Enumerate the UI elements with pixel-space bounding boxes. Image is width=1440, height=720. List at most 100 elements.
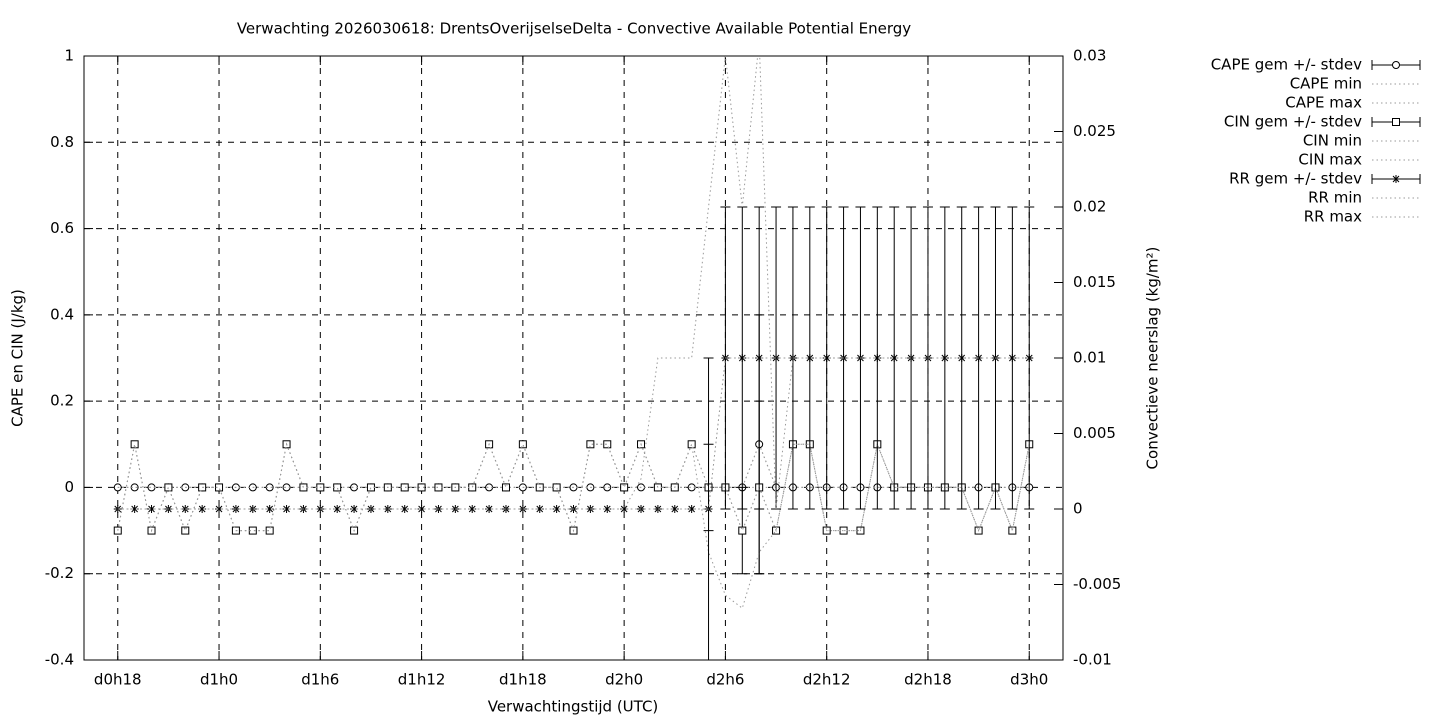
marker (501, 483, 510, 492)
marker (400, 505, 409, 513)
y-tick-label: 1 (64, 47, 74, 65)
marker (687, 440, 696, 449)
marker (822, 354, 831, 362)
marker (805, 354, 814, 362)
legend-label: RR min (1308, 189, 1362, 207)
y-tick-label: 0.8 (50, 133, 74, 151)
marker (1008, 526, 1017, 535)
marker (417, 483, 426, 492)
legend-label: CAPE max (1285, 94, 1362, 112)
marker (198, 505, 207, 513)
marker (468, 505, 477, 513)
y2-tick-label: 0.01 (1073, 349, 1106, 367)
marker (957, 354, 966, 362)
marker (839, 526, 848, 535)
x-tick-label: d1h6 (301, 671, 339, 689)
marker (738, 354, 747, 362)
marker (738, 526, 747, 535)
marker (350, 505, 359, 513)
y2-axis-label: Convectieve neerslag (kg/m²) (1144, 247, 1162, 470)
x-tick-label: d0h18 (94, 671, 142, 689)
marker (215, 483, 224, 492)
marker (687, 505, 696, 513)
y-tick-label: -0.4 (45, 651, 74, 669)
marker (265, 526, 274, 535)
marker (434, 483, 443, 492)
marker (552, 505, 561, 513)
marker (147, 505, 156, 513)
marker (873, 354, 882, 362)
legend-label: RR gem +/- stdev (1229, 170, 1362, 188)
y-tick-label: 0 (64, 478, 74, 496)
plot-frame (83, 55, 1064, 661)
marker (282, 505, 291, 513)
y-axis-label: CAPE en CIN (J/kg) (9, 289, 27, 427)
chart-title: Verwachting 2026030618: DrentsOverijsels… (237, 20, 911, 38)
marker (181, 526, 190, 535)
marker (485, 505, 494, 513)
x-tick-label: d2h18 (904, 671, 952, 689)
marker (265, 483, 274, 492)
marker (755, 354, 764, 362)
x-tick-label: d1h12 (398, 671, 446, 689)
marker (603, 440, 612, 449)
series-line (117, 442, 1030, 488)
marker (620, 505, 629, 513)
marker (603, 505, 612, 513)
marker (1025, 354, 1034, 362)
marker (366, 483, 375, 492)
marker (130, 483, 139, 492)
marker (164, 483, 173, 492)
x-tick-label: d2h6 (706, 671, 744, 689)
marker (890, 354, 899, 362)
x-tick-label: d1h0 (200, 671, 238, 689)
y2-tick-label: -0.005 (1073, 575, 1121, 593)
legend-marker (1392, 175, 1400, 183)
marker (518, 440, 527, 449)
legend-label: CAPE gem +/- stdev (1211, 56, 1362, 74)
marker (400, 483, 409, 492)
x-tick-label: d1h18 (499, 671, 547, 689)
y-tick-label: 0.6 (50, 219, 74, 237)
marker (468, 483, 477, 492)
series-line (117, 442, 1030, 610)
legend-label: CAPE min (1290, 75, 1362, 93)
marker (586, 440, 595, 449)
marker (215, 505, 224, 513)
x-tick-label: d3h0 (1010, 671, 1048, 689)
marker (265, 505, 274, 513)
marker (417, 505, 426, 513)
marker (535, 505, 544, 513)
series-line (117, 56, 1030, 510)
plot-area (113, 56, 1035, 660)
marker (130, 505, 139, 513)
series-line (117, 442, 1030, 488)
legend-marker (1392, 118, 1400, 126)
marker (130, 440, 139, 449)
x-axis-label: Verwachtingstijd (UTC) (488, 698, 659, 716)
legend-marker (1392, 61, 1400, 69)
marker (198, 483, 207, 492)
marker (248, 526, 257, 535)
y2-tick-label: 0 (1073, 500, 1083, 518)
marker (1008, 354, 1017, 362)
y-tick-label: 0.4 (50, 305, 74, 323)
y-tick-label: 0.2 (50, 392, 74, 410)
y2-tick-label: 0.025 (1073, 122, 1116, 140)
marker (653, 483, 662, 492)
marker (620, 483, 629, 492)
y2-tick-label: 0.03 (1073, 47, 1106, 65)
y2-tick-label: -0.01 (1073, 651, 1112, 669)
legend-label: RR max (1304, 208, 1362, 226)
y2-tick-label: 0.02 (1073, 198, 1106, 216)
marker (940, 354, 949, 362)
legend-label: CIN max (1298, 151, 1362, 169)
marker (333, 505, 342, 513)
y2-tick-label: 0.015 (1073, 273, 1116, 291)
marker (299, 483, 308, 492)
legend-label: CIN gem +/- stdev (1224, 113, 1362, 131)
marker (670, 505, 679, 513)
legend-label: CIN min (1303, 132, 1362, 150)
